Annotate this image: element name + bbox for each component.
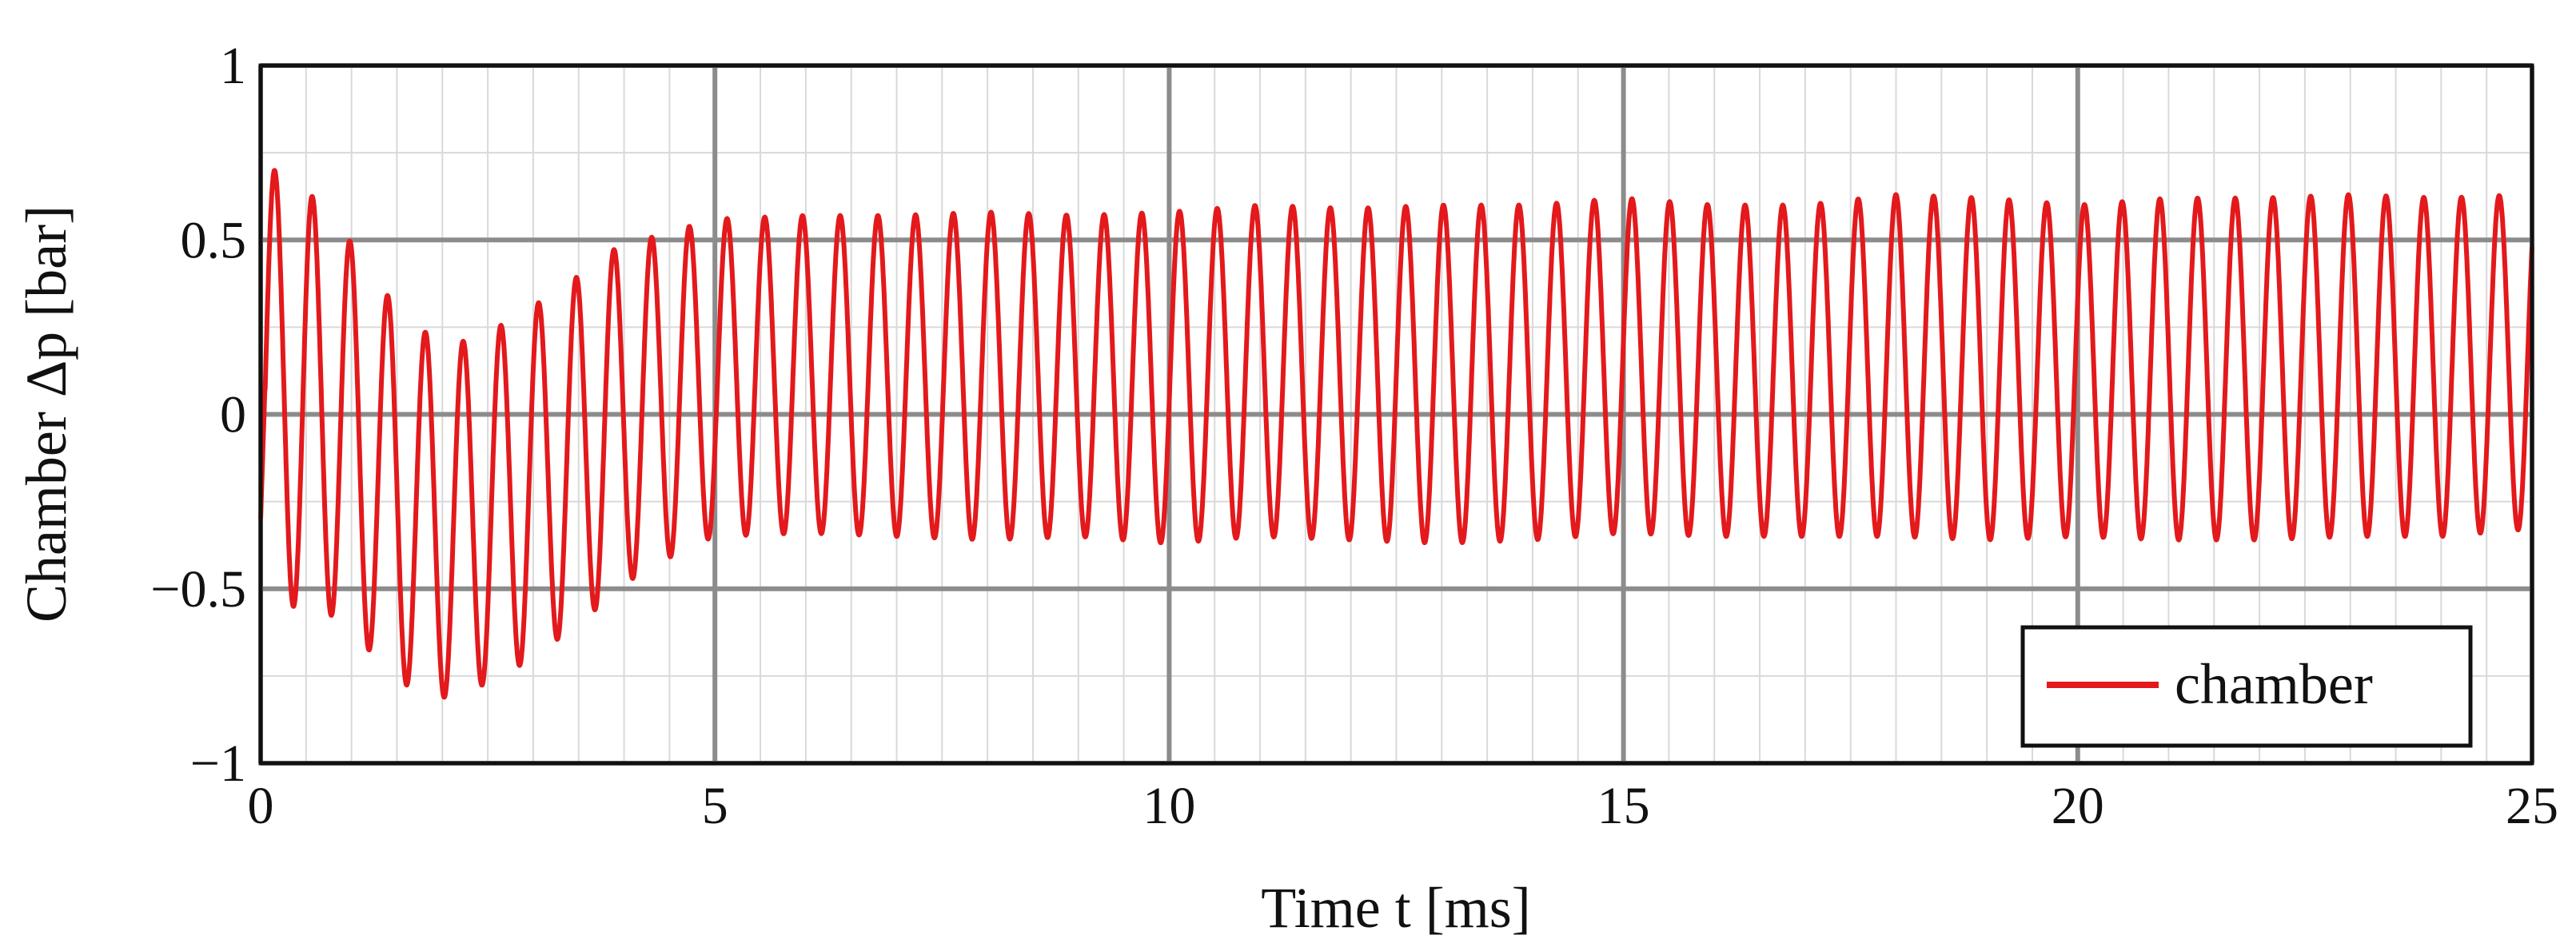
y-tick-label: −0.5	[150, 560, 246, 619]
x-tick-label: 15	[1597, 777, 1650, 835]
y-tick-label: 0.5	[181, 211, 247, 269]
y-axis-label: Chamber Δp [bar]	[14, 205, 78, 623]
y-tick-label: 1	[220, 37, 246, 95]
series-layer	[258, 168, 2534, 700]
x-tick-label: 0	[248, 777, 274, 835]
legend-label-chamber: chamber	[2175, 652, 2373, 716]
y-tick-labels: −1 −0.5 0 0.5 1	[150, 37, 246, 793]
x-tick-label: 20	[2052, 777, 2104, 835]
series-line-chamber	[258, 168, 2534, 700]
legend: chamber	[2020, 625, 2473, 748]
plot-frame	[258, 63, 2534, 766]
y-tick-label: 0	[220, 386, 246, 444]
x-tick-label: 5	[702, 777, 728, 835]
x-axis-label: Time t [ms]	[1261, 876, 1530, 940]
x-tick-labels: 0 5 10 15 20 25	[248, 777, 2559, 835]
x-tick-label: 25	[2506, 777, 2558, 835]
y-tick-label: −1	[190, 734, 246, 793]
x-tick-label: 10	[1142, 777, 1195, 835]
